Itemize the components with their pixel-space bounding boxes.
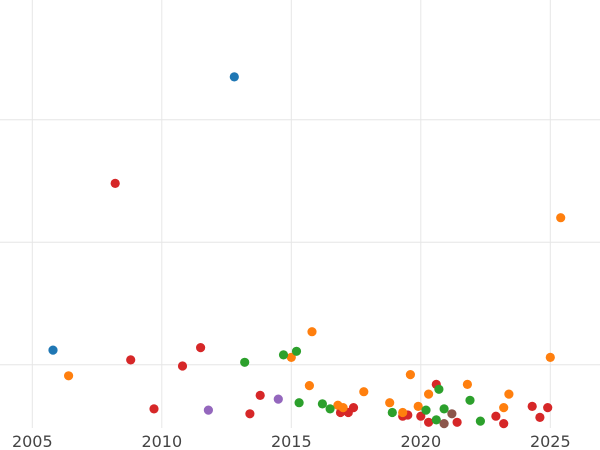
data-point-orange-9	[405, 370, 415, 380]
data-point-green-10	[439, 404, 449, 414]
data-point-green-1	[278, 350, 289, 360]
data-point-red-1	[126, 355, 136, 365]
data-point-green-0	[240, 357, 250, 367]
data-point-orange-14	[504, 389, 514, 399]
data-point-red-15	[452, 417, 462, 427]
data-point-orange-0	[64, 371, 74, 381]
data-point-red-0	[110, 178, 120, 188]
data-point-red-4	[196, 343, 206, 353]
data-point-red-3	[177, 361, 188, 371]
data-point-red-18	[527, 401, 537, 411]
data-point-red-9	[348, 403, 359, 413]
data-point-orange-10	[413, 401, 423, 411]
data-point-orange-1	[286, 352, 296, 362]
data-point-green-4	[317, 399, 327, 409]
data-point-red-2	[149, 404, 159, 414]
data-point-green-5	[325, 404, 335, 414]
data-points	[48, 72, 566, 429]
data-point-orange-2	[304, 381, 314, 391]
data-point-red-20	[543, 403, 553, 413]
data-point-green-6	[387, 407, 397, 418]
data-point-green-8	[431, 415, 441, 425]
data-point-red-16	[491, 411, 501, 421]
data-point-orange-13	[499, 403, 509, 413]
data-point-orange-5	[338, 403, 348, 413]
x-tick-label-2: 2015	[271, 432, 312, 450]
data-point-brown-0	[439, 419, 449, 429]
data-point-red-19	[535, 412, 545, 422]
data-point-brown-1	[447, 409, 457, 419]
data-point-purple-1	[273, 394, 283, 404]
data-point-green-7	[421, 405, 431, 415]
x-tick-label-3: 2020	[400, 432, 441, 450]
data-point-orange-11	[424, 389, 434, 399]
data-point-red-13	[424, 417, 434, 427]
data-point-green-12	[475, 416, 485, 426]
data-point-blue-0	[48, 345, 58, 355]
data-point-orange-16	[556, 213, 566, 223]
data-point-blue-1	[229, 72, 239, 82]
data-point-green-9	[434, 384, 444, 394]
data-point-green-2	[291, 346, 302, 356]
data-point-orange-6	[359, 387, 369, 397]
data-point-green-3	[294, 398, 304, 408]
data-point-red-12	[416, 411, 426, 421]
x-tick-label-0: 2005	[12, 432, 53, 450]
data-point-red-6	[255, 390, 265, 400]
x-axis-ticks: 2005 2010 2015 2020 2025	[12, 432, 571, 450]
data-point-orange-3	[307, 327, 317, 337]
data-point-red-17	[499, 419, 509, 429]
x-tick-label-1: 2010	[141, 432, 182, 450]
data-point-orange-12	[462, 379, 472, 389]
data-point-red-5	[245, 409, 255, 419]
data-point-purple-0	[203, 405, 213, 415]
x-tick-label-4: 2025	[530, 432, 571, 450]
data-point-orange-8	[398, 407, 408, 418]
data-point-green-11	[465, 395, 475, 405]
data-point-orange-7	[385, 398, 395, 408]
grid	[0, 0, 600, 428]
data-point-orange-15	[545, 352, 555, 362]
